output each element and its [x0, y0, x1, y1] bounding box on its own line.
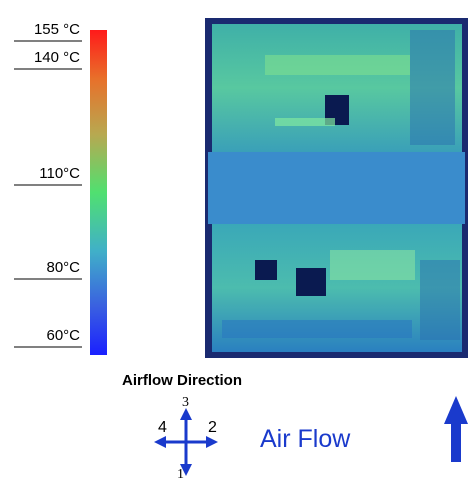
scale-label: 110°C [39, 165, 80, 182]
scale-label: 155 °C [34, 21, 80, 38]
legend-title: Airflow Direction [122, 372, 242, 389]
scale-label: 140 °C [34, 49, 80, 66]
thermal-image [205, 18, 468, 358]
color-bar [90, 30, 107, 355]
scale: 155 °C 140 °C 110°C 80°C 60°C [14, 21, 82, 348]
direction-label: 3 [182, 395, 189, 410]
direction-label: 4 [158, 419, 167, 436]
caption: Air Flow [260, 425, 351, 453]
scale-label: 60°C [46, 327, 80, 344]
airflow-arrow [444, 396, 468, 462]
scale-label: 80°C [46, 259, 80, 276]
direction-label: 1 [177, 467, 184, 482]
direction-label: 2 [208, 419, 217, 436]
compass [154, 408, 218, 476]
